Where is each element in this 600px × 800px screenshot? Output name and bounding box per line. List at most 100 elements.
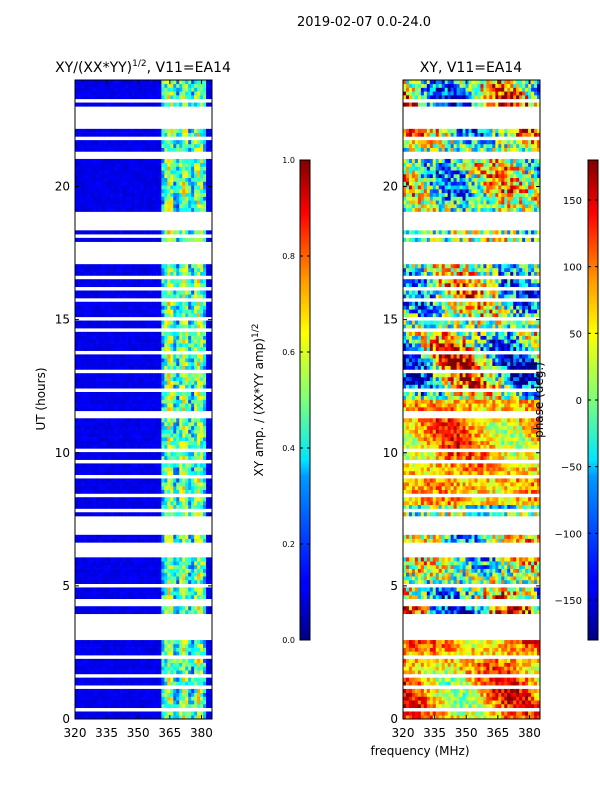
- left-heatmap-cell: [95, 403, 100, 408]
- left-heatmap-cell: [176, 538, 180, 543]
- left-heatmap-cell: [197, 651, 201, 656]
- left-heatmap-cell: [140, 489, 144, 494]
- left-heatmap-cell: [182, 305, 186, 310]
- left-heatmap-cell: [107, 485, 112, 491]
- left-heatmap-cell: [200, 140, 204, 145]
- left-heatmap-cell: [155, 162, 159, 167]
- left-heatmap-cell: [149, 313, 153, 318]
- left-heatmap-cell: [167, 301, 171, 306]
- left-heatmap-cell: [152, 688, 156, 693]
- left-heatmap-cell: [164, 485, 168, 491]
- left-heatmap-cell: [143, 433, 147, 438]
- left-heatmap-cell: [209, 504, 212, 509]
- left-heatmap-cell: [104, 564, 109, 569]
- left-heatmap-cell: [77, 606, 82, 611]
- left-heatmap-cell: [146, 711, 150, 716]
- left-heatmap-cell: [77, 324, 82, 329]
- left-heatmap-cell: [185, 282, 189, 288]
- left-heatmap-cell: [197, 579, 201, 584]
- left-heatmap-cell: [122, 376, 127, 382]
- left-heatmap-cell: [89, 230, 94, 235]
- left-heatmap-cell: [128, 681, 132, 686]
- left-heatmap-cell: [173, 309, 177, 314]
- left-heatmap-cell: [107, 677, 112, 682]
- left-heatmap-cell: [182, 568, 186, 573]
- left-heatmap-cell: [98, 700, 103, 705]
- left-heatmap-cell: [188, 587, 192, 592]
- left-heatmap-cell: [167, 440, 171, 445]
- left-heatmap-cell: [77, 688, 82, 693]
- left-heatmap-cell: [125, 95, 130, 100]
- left-heatmap-cell: [179, 128, 183, 133]
- left-heatmap-cell: [125, 140, 130, 145]
- left-heatmap-cell: [176, 587, 180, 592]
- left-heatmap-cell: [182, 376, 186, 382]
- left-heatmap-cell: [98, 579, 103, 584]
- left-heatmap-cell: [80, 271, 85, 276]
- left-heatmap-cell: [140, 346, 144, 351]
- left-heatmap-cell: [170, 271, 174, 276]
- left-heatmap-cell: [197, 437, 201, 442]
- left-heatmap-cell: [167, 658, 171, 663]
- left-heatmap-cell: [152, 324, 156, 329]
- left-heatmap-cell: [122, 666, 127, 671]
- left-heatmap-cell: [167, 561, 171, 566]
- left-heatmap-cell: [122, 700, 127, 705]
- left-heatmap-cell: [122, 177, 127, 182]
- left-heatmap-cell: [209, 271, 212, 276]
- left-heatmap-cell: [206, 437, 210, 442]
- left-heatmap-cell: [125, 512, 130, 517]
- left-heatmap-cell: [134, 643, 138, 648]
- left-heatmap-cell: [131, 207, 135, 212]
- left-heatmap-cell: [170, 346, 174, 351]
- left-heatmap-cell: [107, 407, 112, 412]
- left-heatmap-cell: [155, 703, 159, 709]
- left-heatmap-cell: [101, 568, 106, 573]
- left-heatmap-cell: [182, 384, 186, 389]
- left-heatmap-cell: [122, 425, 127, 430]
- left-heatmap-cell: [128, 399, 132, 404]
- left-heatmap-cell: [101, 576, 106, 581]
- left-heatmap-cell: [125, 294, 130, 299]
- left-heatmap-cell: [101, 170, 106, 175]
- left-heatmap-cell: [122, 703, 127, 709]
- left-heatmap-cell: [149, 95, 153, 100]
- left-heatmap-cell: [125, 91, 130, 96]
- left-heatmap-cell: [146, 587, 150, 592]
- left-heatmap-cell: [83, 651, 88, 656]
- left-heatmap-cell: [170, 313, 174, 318]
- left-heatmap-cell: [75, 670, 79, 675]
- left-heatmap-cell: [101, 162, 106, 167]
- left-heatmap-cell: [119, 361, 124, 366]
- left-heatmap-cell: [104, 640, 109, 645]
- left-heatmap-cell: [146, 662, 150, 667]
- left-heatmap-cell: [197, 162, 201, 167]
- left-heatmap-cell: [107, 170, 112, 175]
- left-heatmap-cell: [188, 572, 192, 577]
- left-heatmap-cell: [140, 309, 144, 314]
- left-heatmap-cell: [149, 91, 153, 96]
- left-heatmap-cell: [137, 587, 141, 592]
- left-heatmap-cell: [119, 331, 124, 336]
- left-heatmap-cell: [107, 204, 112, 209]
- left-heatmap-cell: [155, 87, 159, 92]
- left-heatmap-cell: [209, 422, 212, 427]
- left-heatmap-cell: [95, 204, 100, 209]
- left-heatmap-cell: [75, 170, 79, 175]
- left-heatmap-cell: [104, 173, 109, 179]
- left-heatmap-cell: [188, 564, 192, 569]
- left-heatmap-cell: [122, 647, 127, 652]
- left-heatmap-cell: [188, 335, 192, 340]
- left-heatmap-cell: [80, 166, 85, 171]
- left-heatmap-cell: [116, 440, 121, 445]
- left-heatmap-cell: [110, 309, 115, 314]
- left-heatmap-cell: [80, 609, 85, 615]
- left-heatmap-cell: [134, 147, 138, 152]
- left-heatmap-cell: [122, 309, 127, 314]
- left-heatmap-cell: [152, 677, 156, 682]
- left-heatmap-cell: [107, 320, 112, 325]
- left-heatmap-cell: [101, 373, 106, 378]
- left-heatmap-cell: [200, 170, 204, 175]
- left-heatmap-cell: [197, 440, 201, 445]
- left-heatmap-cell: [155, 177, 159, 182]
